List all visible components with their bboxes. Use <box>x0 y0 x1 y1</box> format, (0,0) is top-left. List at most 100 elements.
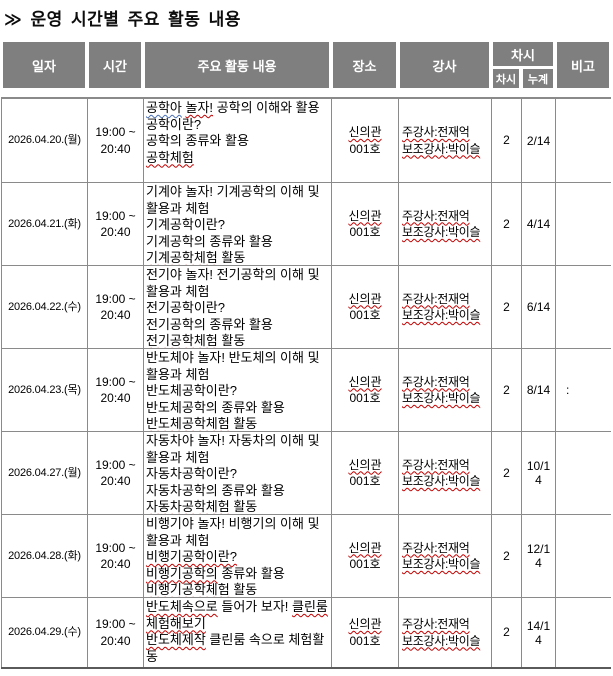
misspelled-text: 반도체제작 <box>146 632 206 647</box>
text-segment: 반도체공학이란? <box>146 383 237 398</box>
instructor-cell: 주강사:전재억 보조강사:박이슬 <box>399 349 492 431</box>
misspelled-text: 주강사:전재억 <box>402 125 470 139</box>
cumulative-cell: 2/14 <box>522 99 556 182</box>
text-line: 19:00 ~ <box>95 457 136 472</box>
note-cell <box>556 266 611 348</box>
text-line: 신의관 <box>348 291 381 308</box>
text-segment: 기계공학이란? <box>146 217 225 232</box>
text-line: 반도체공학이란? <box>146 383 237 400</box>
misspelled-text: 신의관 <box>348 617 382 631</box>
cumulative-cell: 8/14 <box>522 349 556 431</box>
date-cell: 2026.04.21.(화) <box>2 183 88 265</box>
note-cell <box>556 432 611 514</box>
text-segment: 활동 <box>217 250 246 265</box>
note-cell <box>556 183 611 265</box>
text-line: 주강사:전재억 <box>402 291 470 308</box>
misspelled-text: 주강사:전재억 <box>402 617 470 631</box>
misspelled-text: 주강사:전재억 <box>402 291 470 306</box>
instructor-cell: 주강사:전재억 보조강사:박이슬 <box>399 432 492 514</box>
session-cell: 2 <box>492 99 522 182</box>
page-title: ≫ 운영 시간별 주요 활동 내용 <box>4 10 241 29</box>
table-row: 2026.04.28.(화) 19:00 ~ 20:40 비행기야 놀자! 비행기의 … <box>1 514 611 597</box>
text-segment: 공학의 이해와 활용 <box>213 100 320 115</box>
place-cell: 신의관 001호 <box>332 349 399 431</box>
text-segment: 001호 <box>349 141 381 156</box>
text-line: 반도체공학체험 활동 <box>146 416 257 431</box>
text-segment: 활동 <box>217 333 246 348</box>
session-cell: 2 <box>492 598 522 667</box>
text-line: 자동차야 놀자! 자동차의 이해 및 활용과 체험 <box>146 433 329 466</box>
text-line: 자동차공학이란? <box>146 466 237 483</box>
misspelled-text: 주강사:전재억 <box>402 457 470 472</box>
text-segment: 활동 <box>229 499 258 514</box>
text-line: 19:00 ~ <box>95 374 136 389</box>
instructor-cell: 주강사:전재억 보조강사:박이슬 <box>399 266 492 348</box>
text-segment: 공학의 종류와 활용 <box>146 133 249 148</box>
table-body: 2026.04.20.(월) 19:00 ~ 20:40 공학아 놀자! 공학의 이해… <box>1 97 611 669</box>
time-cell: 19:00 ~ 20:40 <box>88 598 144 667</box>
place-cell: 신의관 001호 <box>332 432 399 514</box>
place-cell: 신의관 001호 <box>332 598 399 667</box>
text-segment: 자동차야 놀자! 자동차의 이해 및 활용과 체험 <box>146 433 320 465</box>
cumulative-cell: 6/14 <box>522 266 556 348</box>
date-cell: 2026.04.27.(월) <box>2 432 88 514</box>
instructor-cell: 주강사:전재억 보조강사:박이슬 <box>399 99 492 182</box>
text-segment: 001호 <box>349 633 381 648</box>
header-instructor: 강사 <box>400 42 489 88</box>
header-cumulative: 누계 <box>523 69 553 88</box>
text-line: 001호 <box>349 141 380 158</box>
cumulative-cell: 4/14 <box>522 183 556 265</box>
content-cell: 반도체야 놀자! 반도체의 이해 및 활용과 체험 반도체공학이란? 반도체공학의 … <box>144 349 332 431</box>
text-segment: 활동 <box>229 416 258 431</box>
text-line: 자동차공학체험 활동 <box>146 499 257 514</box>
text-line: 001호 <box>349 390 380 407</box>
session-cell: 2 <box>492 349 522 431</box>
text-segment: 자동차공학의 종류와 활용 <box>146 482 285 498</box>
session-cell: 2 <box>492 266 522 348</box>
text-line: 비행기야 놀자! 비행기의 이해 및 활용과 체험 <box>146 516 329 549</box>
table-row: 2026.04.22.(수) 19:00 ~ 20:40 전기야 놀자! 전기공학의 … <box>1 265 611 348</box>
text-line: 보조강사:박이슬 <box>402 473 481 490</box>
text-segment: 전기야 놀자! 전기공학의 이해 및 활용과 체험 <box>146 267 320 299</box>
session-cell: 2 <box>492 432 522 514</box>
text-line: 기계공학의 종류와 활용 <box>146 234 273 251</box>
text-line: 비행기공학체험 활동 <box>146 582 257 597</box>
header-place: 장소 <box>333 42 396 88</box>
text-line: 001호 <box>349 633 380 650</box>
text-segment: 전기공학의 종류와 활용 <box>146 316 273 332</box>
instructor-cell: 주강사:전재억 보조강사:박이슬 <box>399 515 492 597</box>
text-line: 신의관 <box>348 616 381 633</box>
time-cell: 19:00 ~ 20:40 <box>88 266 144 348</box>
table-row: 2026.04.29.(수) 19:00 ~ 20:40 반도체속으로 들어가 보자!… <box>1 597 611 667</box>
text-line: 보조강사:박이슬 <box>402 390 481 407</box>
misspelled-text: 신의관 <box>348 291 382 306</box>
session-cell: 2 <box>492 183 522 265</box>
text-segment: 반도체공학의 종류와 활용 <box>146 399 285 415</box>
place-cell: 신의관 001호 <box>332 515 399 597</box>
instructor-cell: 주강사:전재억 보조강사:박이슬 <box>399 183 492 265</box>
text-line: 기계공학이란? <box>146 217 225 234</box>
misspelled-text: 신의관 <box>348 540 382 555</box>
text-line: 001호 <box>349 556 380 573</box>
text-line: 주강사:전재억 <box>402 616 470 633</box>
text-line: 주강사:전재억 <box>402 208 470 225</box>
text-segment: 클린룸 속으로 체험활동 <box>146 632 325 664</box>
text-line: 전기공학의 종류와 활용 <box>146 317 273 334</box>
text-segment: 001호 <box>349 474 381 488</box>
text-line: 신의관 <box>348 208 381 225</box>
text-segment: 자동차공학이란? <box>146 466 237 481</box>
place-cell: 신의관 001호 <box>332 183 399 265</box>
text-line: 보조강사:박이슬 <box>402 556 481 573</box>
content-cell: 기계야 놀자! 기계공학의 이해 및 활용과 체험 기계공학이란? 기계공학의 종류… <box>144 183 332 265</box>
text-segment: 비행기야 놀자! 비행기의 이해 및 활용과 체험 <box>146 516 320 548</box>
misspelled-text: 전기공학체험 <box>146 333 218 348</box>
time-cell: 19:00 ~ 20:40 <box>88 349 144 431</box>
misspelled-text: 놀자! <box>185 100 214 115</box>
time-cell: 19:00 ~ 20:40 <box>88 432 144 514</box>
text-line: 공학이란? <box>146 117 201 134</box>
header-session: 차시 <box>493 69 519 88</box>
misspelled-text: 반도체공학체험 <box>146 416 230 431</box>
place-cell: 신의관 001호 <box>332 266 399 348</box>
note-cell <box>556 515 611 597</box>
date-cell: 2026.04.20.(월) <box>2 99 88 182</box>
